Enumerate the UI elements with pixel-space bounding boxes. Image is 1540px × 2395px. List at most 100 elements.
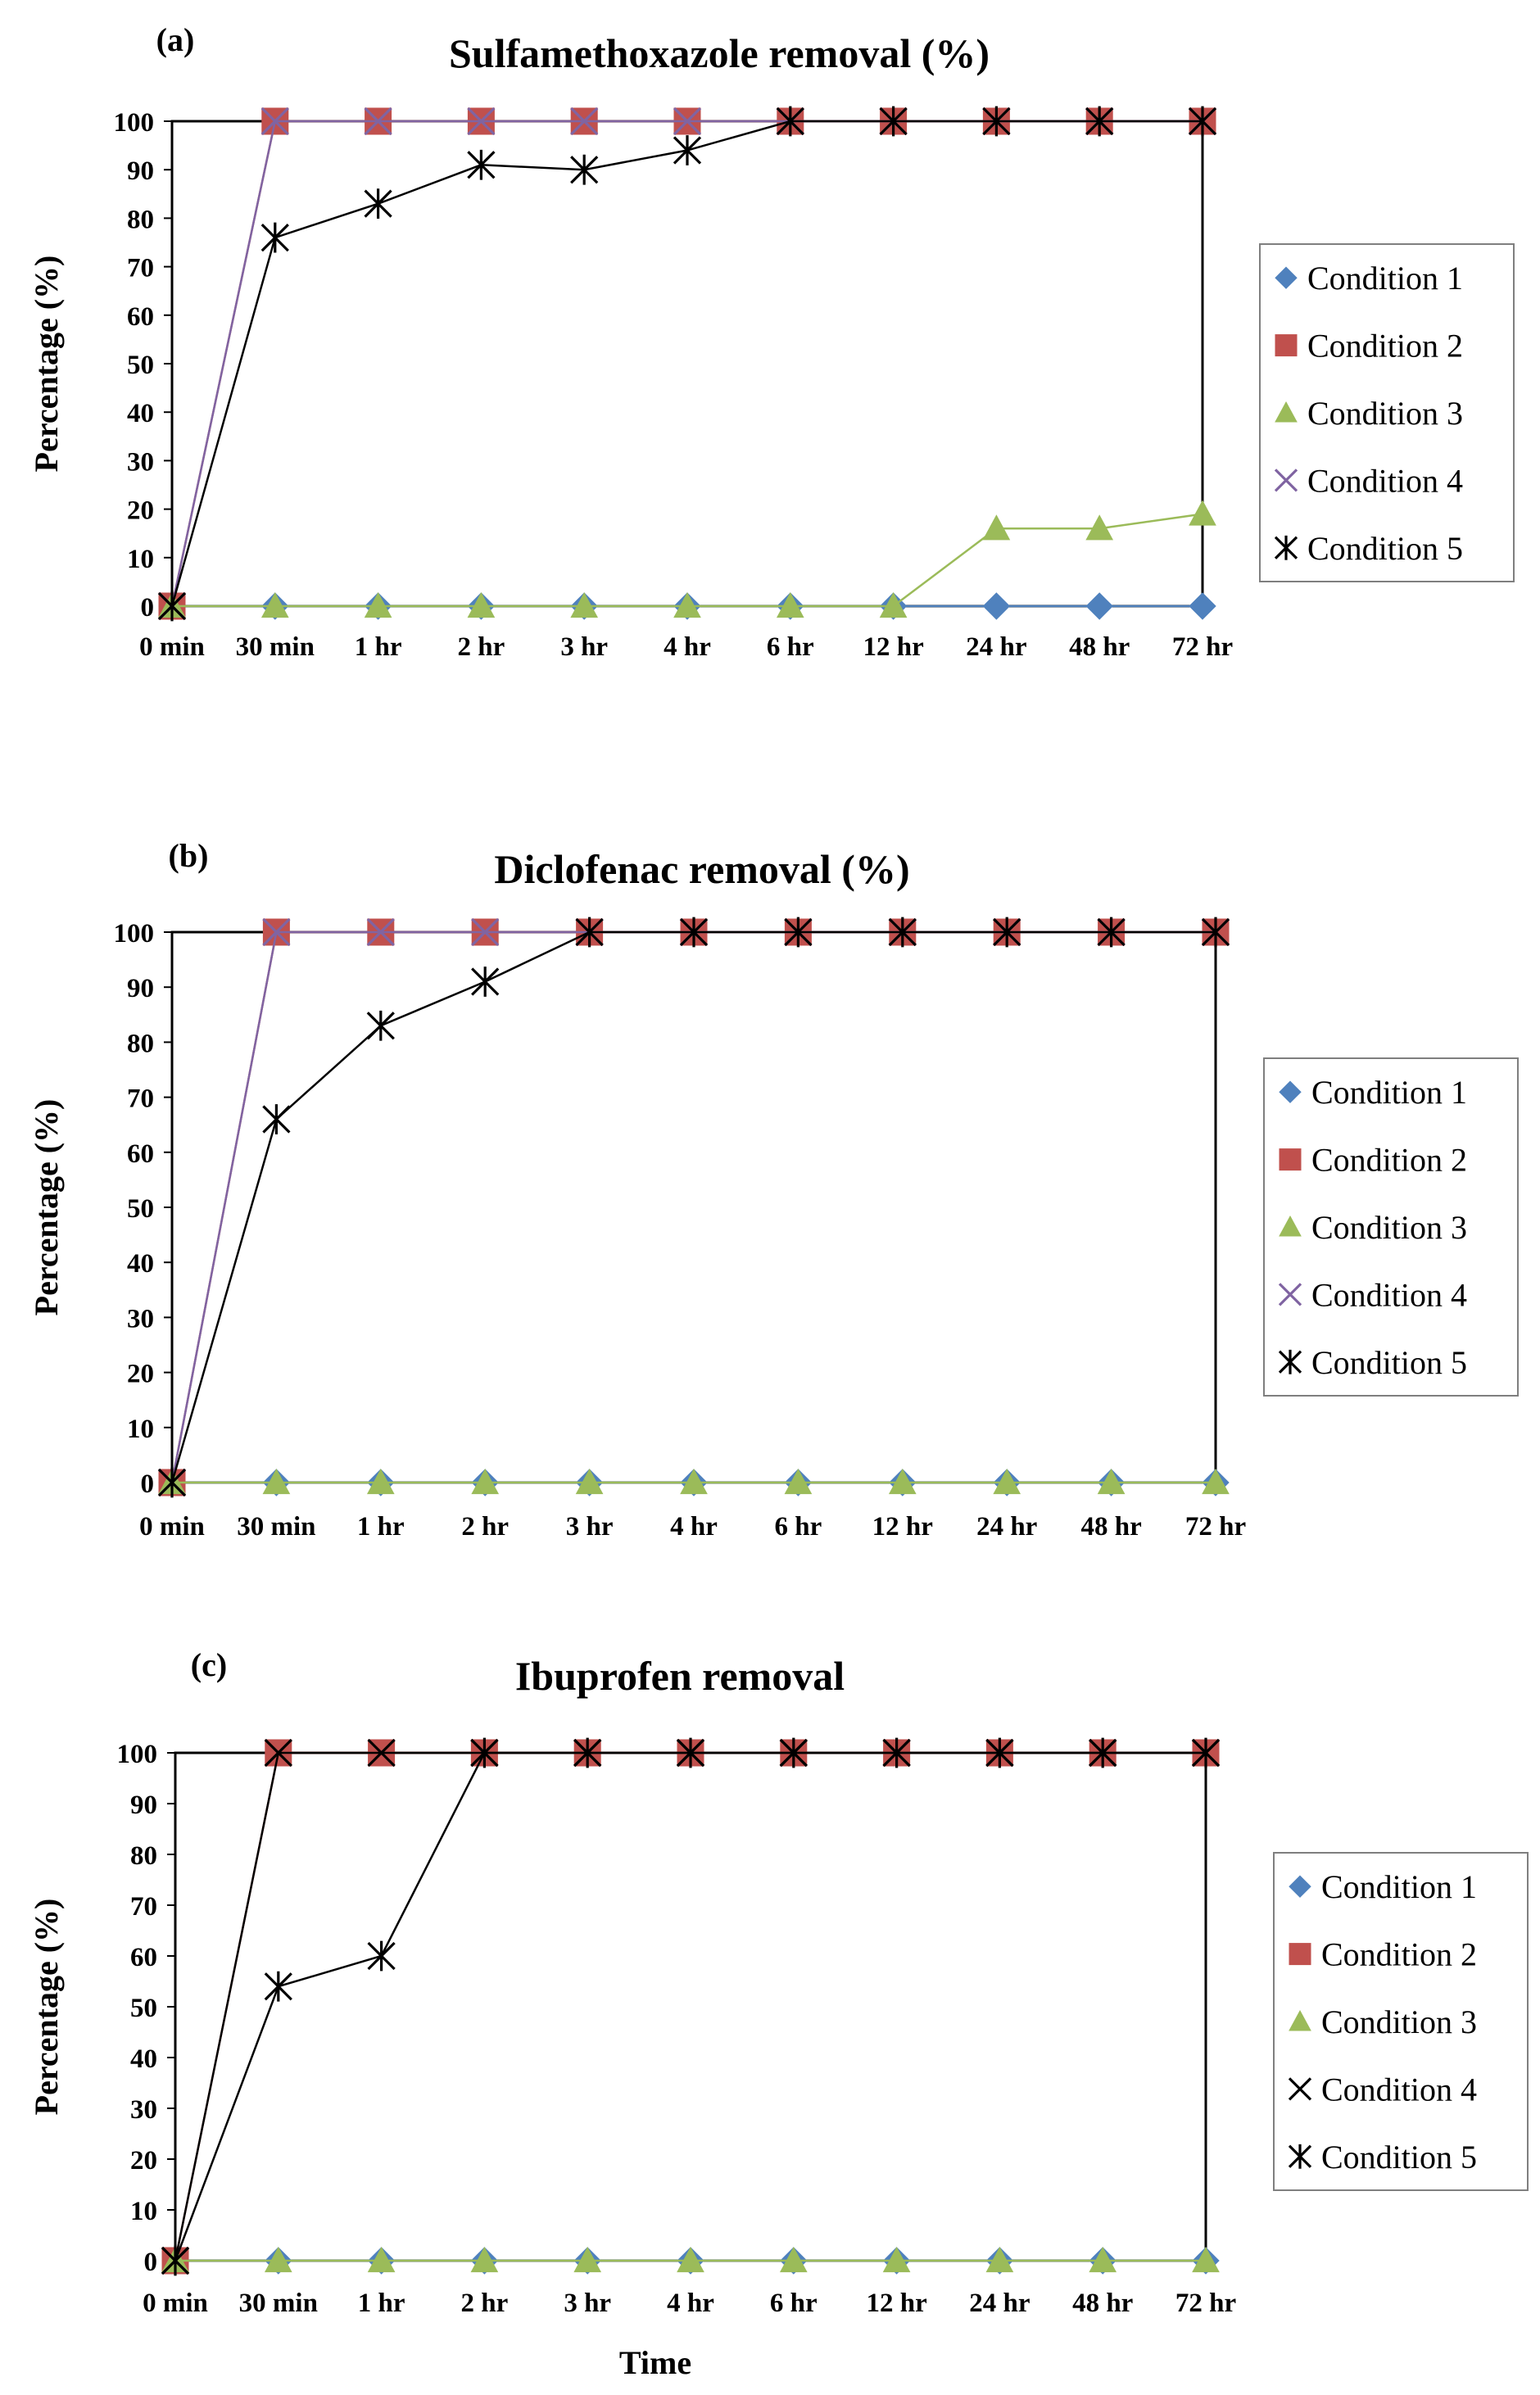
data-point — [673, 591, 701, 618]
data-point — [673, 106, 702, 136]
x-tick-label: 2 hr — [461, 2289, 509, 2318]
y-tick-label: 50 — [127, 1194, 154, 1224]
y-tick-label: 60 — [130, 1943, 157, 1972]
legend: Condition 1 Condition 2 Condition 3 Conditi… — [1273, 1852, 1529, 2191]
data-point — [157, 591, 187, 622]
x-tick-label: 6 hr — [770, 2289, 818, 2318]
x-tick-label: 4 hr — [670, 1512, 718, 1542]
data-point — [366, 1010, 395, 1041]
x-tick-label: 24 hr — [976, 1512, 1037, 1542]
data-point — [1085, 106, 1114, 137]
data-point — [1097, 917, 1126, 948]
chart-panel-3: (c) Ibuprofen removal Percentage (%) 0 10 20 3… — [28, 1646, 1529, 2318]
y-tick-label: 70 — [127, 1084, 154, 1114]
y-tick-label: 30 — [127, 447, 154, 477]
legend: Condition 1 Condition 2 Condition 3 Conditi… — [1263, 1057, 1519, 1397]
data-point — [366, 917, 395, 947]
series-line — [170, 120, 1203, 607]
data-point — [882, 2246, 911, 2273]
data-point — [1188, 106, 1217, 137]
x-tick-label: 4 hr — [667, 2289, 714, 2318]
legend-box — [1263, 1057, 1519, 1397]
y-tick-label: 50 — [130, 1994, 157, 2023]
data-point — [982, 592, 1011, 620]
x-tick-label: 0 min — [139, 1512, 205, 1542]
x-tick-label: 48 hr — [1072, 2289, 1133, 2318]
y-tick-label: 20 — [130, 2146, 157, 2175]
chart-title: Diclofenac removal (%) — [494, 846, 909, 892]
x-tick-label: 3 hr — [566, 1512, 614, 1542]
series-2 — [158, 107, 1216, 620]
data-point — [364, 188, 392, 220]
legend-marker — [1289, 1943, 1311, 1966]
series-3 — [158, 500, 1216, 618]
data-point — [367, 1738, 396, 1768]
x-tick-label: 1 hr — [357, 1512, 405, 1542]
data-point — [993, 1468, 1021, 1495]
data-point — [879, 591, 908, 618]
data-point — [471, 967, 500, 997]
x-axis-label: Time — [619, 2344, 691, 2381]
data-point — [364, 591, 392, 618]
plot-area-frame — [174, 1751, 1207, 2262]
legend-marker — [1274, 469, 1298, 492]
legend-marker — [1288, 2144, 1312, 2169]
y-axis-label: Percentage (%) — [28, 1099, 65, 1316]
y-tick-label: 80 — [127, 205, 154, 234]
legend-entry-label: Condition 2 — [1307, 328, 1463, 364]
series-5 — [157, 106, 1217, 622]
y-tick-label: 0 — [144, 2248, 158, 2277]
y-tick-label: 70 — [130, 1892, 157, 1922]
y-tick-label: 20 — [127, 496, 154, 526]
data-point — [367, 2246, 396, 2273]
y-tick-label: 90 — [127, 974, 154, 1003]
data-point — [367, 1940, 396, 1972]
y-tick-label: 10 — [127, 1415, 154, 1444]
legend-entry-label: Condition 3 — [1307, 395, 1463, 432]
x-tick-label: 6 hr — [767, 632, 814, 662]
plot-area-frame — [170, 120, 1204, 608]
y-tick-label: 50 — [127, 351, 154, 380]
data-point — [570, 591, 599, 618]
data-point — [993, 917, 1021, 948]
panel-label: (b) — [169, 837, 209, 874]
data-point — [470, 1737, 499, 1768]
data-point — [1202, 1468, 1230, 1495]
panel-label: (a) — [156, 21, 195, 58]
legend-marker — [1275, 266, 1298, 289]
x-tick-label: 3 hr — [560, 632, 608, 662]
y-axis-label: Percentage (%) — [28, 1899, 65, 2116]
data-point — [157, 1467, 187, 1498]
series-3 — [158, 1468, 1230, 1495]
data-point — [467, 591, 496, 618]
legend: Condition 1 Condition 2 Condition 3 Conditi… — [1259, 243, 1515, 582]
y-tick-label: 70 — [127, 254, 154, 283]
legend-marker — [1279, 1148, 1302, 1171]
x-tick-label: 2 hr — [458, 632, 505, 662]
legend-marker — [1289, 2009, 1311, 2031]
x-tick-label: 24 hr — [969, 2289, 1030, 2318]
data-point — [467, 149, 496, 180]
series-4 — [157, 917, 1230, 1497]
data-point — [676, 1737, 705, 1768]
data-point — [776, 106, 804, 137]
data-point — [364, 106, 392, 136]
data-point — [680, 1468, 708, 1495]
x-tick-label: 0 min — [139, 632, 205, 662]
x-tick-label: 1 hr — [358, 2289, 405, 2318]
data-point — [575, 917, 604, 948]
data-point — [1097, 1468, 1126, 1495]
y-tick-label: 40 — [127, 1249, 154, 1279]
data-point — [784, 917, 813, 948]
data-point — [985, 2246, 1014, 2273]
y-tick-label: 60 — [127, 1139, 154, 1169]
series-line — [170, 930, 1216, 1483]
data-point — [470, 2246, 499, 2273]
series-line — [170, 930, 1216, 1483]
data-point — [1085, 592, 1113, 620]
series-3 — [161, 2246, 1220, 2273]
y-tick-label: 100 — [117, 1740, 158, 1769]
legend-entry-label: Condition 3 — [1311, 1209, 1467, 1246]
data-point — [776, 591, 804, 618]
data-point — [982, 514, 1011, 541]
